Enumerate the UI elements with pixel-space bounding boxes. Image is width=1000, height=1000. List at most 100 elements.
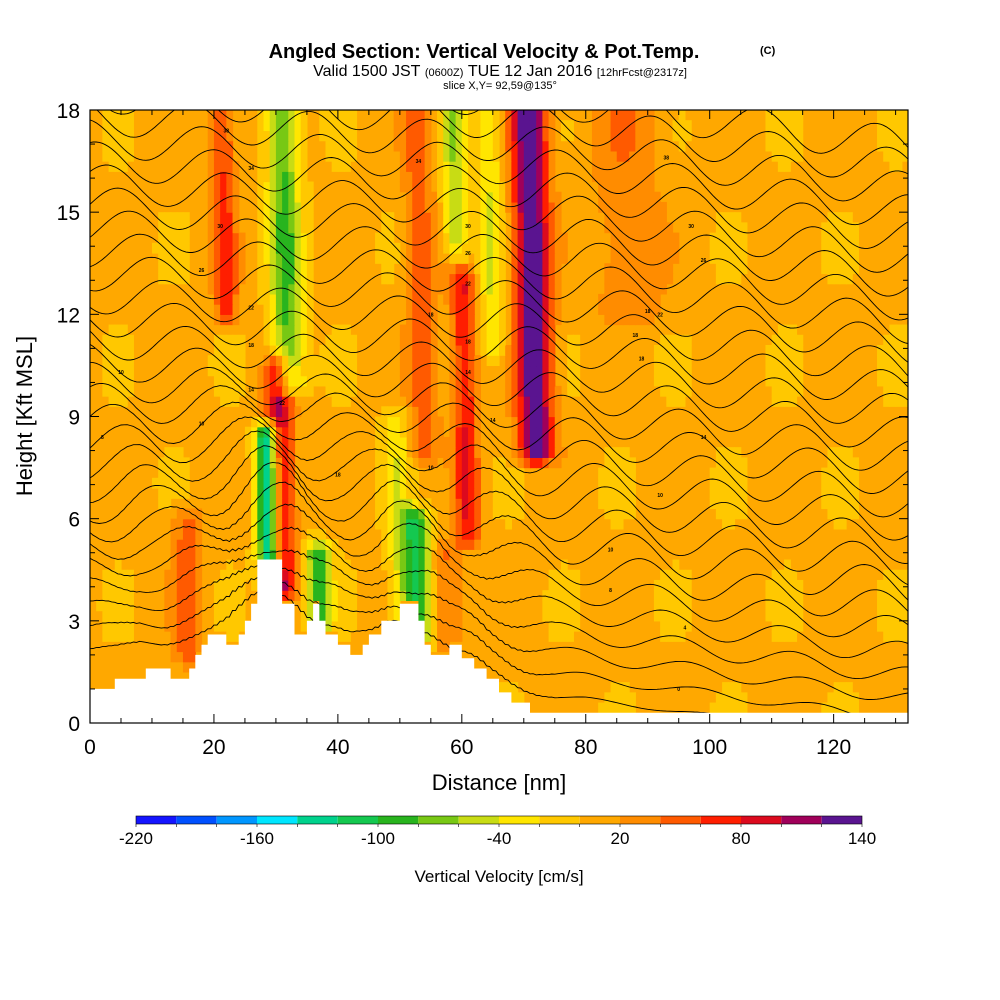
velocity-cell (499, 201, 506, 213)
velocity-cell (529, 324, 537, 336)
velocity-cell (226, 579, 234, 591)
velocity-cell (542, 344, 550, 356)
velocity-cell (468, 518, 475, 530)
velocity-cell (437, 426, 444, 438)
velocity-cell (114, 161, 122, 172)
colorbar-swatch (216, 816, 257, 824)
velocity-cell (275, 130, 283, 142)
velocity-cell (722, 263, 729, 275)
velocity-cell (542, 242, 550, 254)
velocity-cell (486, 161, 494, 172)
velocity-cell (269, 171, 277, 183)
velocity-cell (387, 488, 395, 499)
velocity-cell (114, 569, 122, 581)
velocity-cell (734, 467, 742, 479)
velocity-cell (511, 161, 519, 172)
velocity-cell (282, 539, 289, 550)
velocity-cell (740, 508, 748, 520)
velocity-cell (641, 191, 649, 203)
velocity-cell (244, 447, 252, 458)
velocity-cell (672, 610, 680, 622)
velocity-cell (771, 579, 779, 591)
isentrope-line (90, 210, 908, 321)
velocity-cell (455, 447, 463, 458)
velocity-cell (734, 242, 742, 254)
velocity-cell (734, 477, 742, 489)
velocity-cell (282, 355, 289, 367)
velocity-cell (616, 304, 624, 315)
velocity-cell (120, 631, 128, 642)
velocity-cell (437, 549, 444, 561)
velocity-cell (548, 406, 556, 418)
velocity-cell (350, 579, 358, 591)
velocity-cell (474, 253, 482, 264)
velocity-cell (468, 539, 475, 550)
velocity-cell (430, 283, 438, 295)
velocity-cell (220, 150, 227, 162)
velocity-cell (430, 242, 438, 254)
velocity-cell (554, 457, 562, 469)
velocity-cell (796, 610, 804, 622)
velocity-cell (722, 488, 729, 499)
velocity-cell (468, 457, 475, 469)
velocity-cell (629, 283, 636, 295)
velocity-cell (170, 242, 178, 254)
velocity-cell (672, 130, 680, 142)
velocity-cell (306, 344, 314, 356)
velocity-cell (517, 477, 525, 489)
colorbar-swatch (257, 816, 298, 824)
velocity-cell (784, 110, 791, 121)
velocity-cell (406, 181, 413, 193)
isentrope-label: 30 (217, 224, 223, 230)
velocity-cell (269, 539, 277, 550)
velocity-cell (622, 293, 630, 305)
velocity-cell (449, 436, 457, 448)
velocity-cell (567, 334, 574, 346)
velocity-cell (468, 365, 475, 377)
velocity-cell (666, 375, 674, 387)
velocity-cell (895, 579, 903, 591)
velocity-cell (567, 344, 574, 356)
velocity-cell (895, 396, 903, 407)
velocity-cell (492, 253, 500, 264)
velocity-cell (164, 600, 172, 612)
velocity-cell (102, 375, 110, 387)
velocity-cell (622, 508, 630, 520)
velocity-cell (635, 191, 643, 203)
velocity-cell (226, 181, 234, 193)
velocity-cell (499, 263, 506, 275)
velocity-cell (176, 222, 184, 234)
velocity-cell (653, 344, 661, 356)
velocity-cell (542, 181, 550, 193)
velocity-cell (195, 559, 203, 571)
velocity-cell (381, 212, 389, 223)
velocity-cell (635, 130, 643, 142)
velocity-cell (127, 610, 134, 622)
velocity-cell (114, 631, 122, 642)
isentrope-label: 22 (657, 312, 663, 318)
velocity-cell (195, 579, 203, 591)
velocity-cell (399, 150, 407, 162)
velocity-cell (610, 518, 618, 530)
velocity-cell (213, 385, 221, 397)
colorbar-swatch (821, 816, 862, 824)
velocity-cell (511, 375, 519, 387)
velocity-cell (189, 610, 196, 622)
velocity-cell (468, 140, 475, 152)
velocity-cell (331, 161, 339, 172)
velocity-cell (839, 273, 847, 285)
velocity-cell (195, 620, 203, 632)
velocity-cell (294, 304, 302, 315)
velocity-cell (461, 344, 469, 356)
velocity-cell (548, 610, 556, 622)
velocity-cell (294, 549, 302, 561)
velocity-cell (889, 161, 897, 172)
velocity-cell (195, 539, 203, 550)
velocity-cell (294, 528, 302, 540)
velocity-cell (424, 344, 432, 356)
velocity-cell (108, 579, 116, 591)
velocity-cell (790, 324, 798, 336)
velocity-cell (306, 365, 314, 377)
velocity-cell (461, 334, 469, 346)
velocity-cell (406, 518, 413, 530)
